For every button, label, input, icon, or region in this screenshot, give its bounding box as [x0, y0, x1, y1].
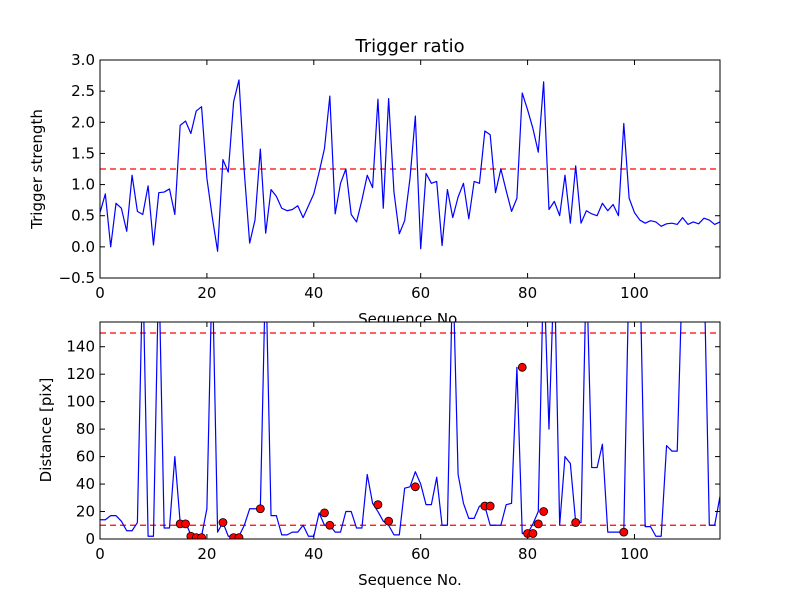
data-point-marker — [373, 500, 383, 510]
y-tick-label: 0.5 — [71, 207, 95, 225]
y-tick-label: 0.0 — [71, 238, 95, 256]
y-tick-label: −0.5 — [59, 269, 95, 287]
data-point-marker — [410, 482, 420, 492]
x-tick-label: 0 — [95, 284, 105, 302]
data-point-marker — [197, 533, 206, 539]
y-axis-ticks: −0.5 0.0 0.5 1.0 1.5 2.0 2.5 3.0 — [59, 51, 720, 287]
series-layer — [100, 322, 720, 537]
marker-layer — [175, 362, 629, 539]
x-axis-label: Sequence No. — [358, 571, 462, 589]
x-axis-ticks: 0 20 40 60 80 100 — [95, 60, 649, 302]
y-tick-label: 80 — [76, 420, 95, 438]
x-tick-label: 20 — [197, 545, 216, 563]
series-line — [100, 79, 720, 252]
y-tick-label: 140 — [66, 338, 95, 356]
data-point-marker — [181, 519, 190, 529]
data-point-marker — [218, 518, 228, 527]
x-tick-label: 80 — [518, 284, 537, 302]
data-point-marker — [528, 529, 538, 538]
axes-frame — [99, 321, 721, 540]
y-tick-label: 60 — [76, 448, 95, 466]
y-tick-label: 120 — [66, 365, 95, 383]
x-tick-label: 100 — [620, 284, 649, 302]
series-layer — [100, 79, 720, 252]
data-point-marker — [517, 362, 527, 372]
data-point-marker — [255, 504, 265, 514]
distance-chart: 0 20 40 60 80 100 0 20 40 60 80 100 120 140 Sequence… — [37, 321, 721, 589]
x-tick-label: 100 — [620, 545, 649, 563]
y-tick-label: 40 — [76, 475, 95, 493]
data-point-marker — [533, 519, 543, 529]
trigger-ratio-chart: Trigger ratio 0 20 40 60 80 100 −0.5 0.0 0.5 1.0… — [28, 36, 721, 328]
y-tick-label: 2.5 — [71, 82, 95, 100]
y-axis-label: Distance [pix] — [37, 378, 55, 483]
x-tick-label: 40 — [304, 284, 323, 302]
y-tick-label: 1.5 — [71, 144, 95, 162]
data-point-marker — [325, 520, 335, 530]
x-tick-label: 60 — [411, 284, 430, 302]
data-point-marker — [234, 533, 244, 539]
data-point-marker — [619, 527, 629, 537]
x-tick-label: 60 — [411, 545, 430, 563]
y-tick-label: 100 — [66, 393, 95, 411]
x-tick-label: 80 — [518, 545, 537, 563]
series-line — [100, 322, 720, 537]
y-tick-label: 1.0 — [71, 176, 95, 194]
plot-area — [100, 322, 720, 539]
x-tick-label: 20 — [197, 284, 216, 302]
x-tick-label: 40 — [304, 545, 323, 563]
y-tick-label: 0 — [85, 530, 95, 548]
data-point-marker — [539, 507, 549, 516]
y-axis-label: Trigger strength — [28, 109, 46, 230]
x-axis-ticks: 0 20 40 60 80 100 — [95, 322, 649, 563]
y-tick-label: 20 — [76, 503, 95, 521]
chart-title: Trigger ratio — [354, 36, 464, 57]
x-tick-label: 0 — [95, 545, 105, 563]
data-point-marker — [485, 501, 495, 511]
data-point-marker — [571, 518, 581, 527]
axes-frame — [99, 59, 721, 279]
y-tick-label: 2.0 — [71, 113, 95, 131]
data-point-marker — [320, 508, 329, 518]
y-axis-ticks: 0 20 40 60 80 100 120 140 — [66, 338, 720, 548]
y-tick-label: 3.0 — [71, 51, 95, 69]
data-point-marker — [384, 516, 394, 526]
